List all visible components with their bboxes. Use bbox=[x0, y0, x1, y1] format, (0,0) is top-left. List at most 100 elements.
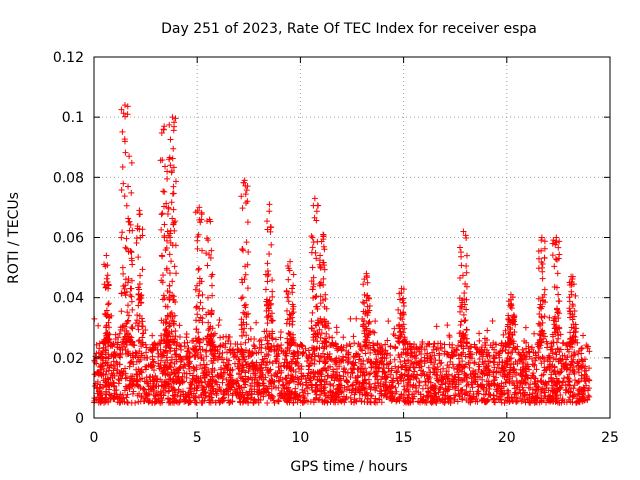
data-point bbox=[219, 398, 226, 405]
data-point bbox=[132, 353, 139, 360]
x-tick-label: 5 bbox=[193, 430, 202, 446]
data-point bbox=[220, 359, 227, 366]
data-point bbox=[269, 335, 276, 342]
data-point bbox=[437, 360, 444, 367]
data-point bbox=[526, 391, 533, 398]
data-point bbox=[171, 386, 178, 393]
data-point bbox=[531, 330, 538, 337]
data-point bbox=[321, 266, 328, 273]
data-point bbox=[316, 358, 323, 365]
data-point bbox=[268, 317, 275, 324]
data-point bbox=[286, 364, 293, 371]
data-point bbox=[283, 307, 290, 314]
data-point bbox=[272, 357, 279, 364]
data-point bbox=[139, 232, 146, 239]
data-point bbox=[472, 398, 479, 405]
data-point bbox=[222, 344, 229, 351]
data-point bbox=[129, 227, 136, 234]
data-point bbox=[442, 386, 449, 393]
data-point bbox=[104, 362, 111, 369]
data-point bbox=[283, 379, 290, 386]
data-point bbox=[243, 321, 250, 328]
data-point bbox=[155, 341, 162, 348]
data-point bbox=[569, 399, 576, 406]
data-point bbox=[280, 348, 287, 355]
data-point bbox=[266, 359, 273, 366]
data-point bbox=[312, 395, 319, 402]
data-point bbox=[310, 274, 317, 281]
data-point bbox=[164, 363, 171, 370]
data-point bbox=[134, 225, 141, 232]
data-point bbox=[419, 370, 426, 377]
data-point bbox=[241, 325, 248, 332]
data-point bbox=[247, 325, 254, 332]
data-point bbox=[209, 292, 216, 299]
data-point bbox=[264, 314, 271, 321]
data-point bbox=[240, 398, 247, 405]
data-point bbox=[569, 393, 576, 400]
data-point bbox=[137, 376, 144, 383]
data-point bbox=[546, 396, 553, 403]
data-point bbox=[364, 395, 371, 402]
data-point bbox=[343, 342, 350, 349]
data-point bbox=[513, 398, 520, 405]
data-point bbox=[258, 349, 265, 356]
data-point bbox=[316, 261, 323, 268]
data-point bbox=[138, 300, 145, 307]
data-point bbox=[309, 344, 316, 351]
data-point bbox=[321, 399, 328, 406]
data-point bbox=[112, 336, 119, 343]
data-point bbox=[164, 366, 171, 373]
data-point bbox=[459, 386, 466, 393]
data-point bbox=[396, 321, 403, 328]
data-point bbox=[345, 383, 352, 390]
data-point bbox=[169, 313, 176, 320]
data-point bbox=[238, 351, 245, 358]
data-point bbox=[127, 359, 134, 366]
data-point bbox=[268, 376, 275, 383]
data-point bbox=[394, 369, 401, 376]
data-point bbox=[480, 395, 487, 402]
data-point bbox=[434, 395, 441, 402]
data-point bbox=[491, 397, 498, 404]
data-point bbox=[242, 182, 249, 189]
data-point bbox=[278, 367, 285, 374]
data-point bbox=[516, 357, 523, 364]
data-point bbox=[387, 343, 394, 350]
data-point bbox=[286, 347, 293, 354]
data-point bbox=[328, 389, 335, 396]
data-point bbox=[449, 361, 456, 368]
data-point bbox=[240, 378, 247, 385]
data-point bbox=[108, 361, 115, 368]
data-point bbox=[555, 244, 562, 251]
data-point bbox=[539, 275, 546, 282]
data-point bbox=[158, 252, 165, 259]
data-point bbox=[125, 336, 132, 343]
data-point bbox=[181, 339, 188, 346]
data-point bbox=[313, 345, 320, 352]
data-point bbox=[149, 332, 156, 339]
data-point bbox=[444, 322, 451, 329]
data-point bbox=[290, 282, 297, 289]
data-point bbox=[165, 204, 172, 211]
data-point bbox=[309, 386, 316, 393]
data-point bbox=[136, 207, 143, 214]
data-point bbox=[416, 379, 423, 386]
data-point bbox=[260, 382, 267, 389]
data-point bbox=[370, 346, 377, 353]
data-point bbox=[176, 399, 183, 406]
data-point bbox=[283, 359, 290, 366]
data-point bbox=[519, 366, 526, 373]
data-point bbox=[164, 395, 171, 402]
data-point bbox=[205, 335, 212, 342]
data-point bbox=[539, 327, 546, 334]
data-point bbox=[198, 216, 205, 223]
data-point bbox=[239, 294, 246, 301]
data-point bbox=[295, 362, 302, 369]
data-point bbox=[265, 392, 272, 399]
data-point bbox=[350, 361, 357, 368]
data-point bbox=[171, 370, 178, 377]
data-point bbox=[320, 275, 327, 282]
data-point bbox=[299, 399, 306, 406]
data-point bbox=[97, 385, 104, 392]
